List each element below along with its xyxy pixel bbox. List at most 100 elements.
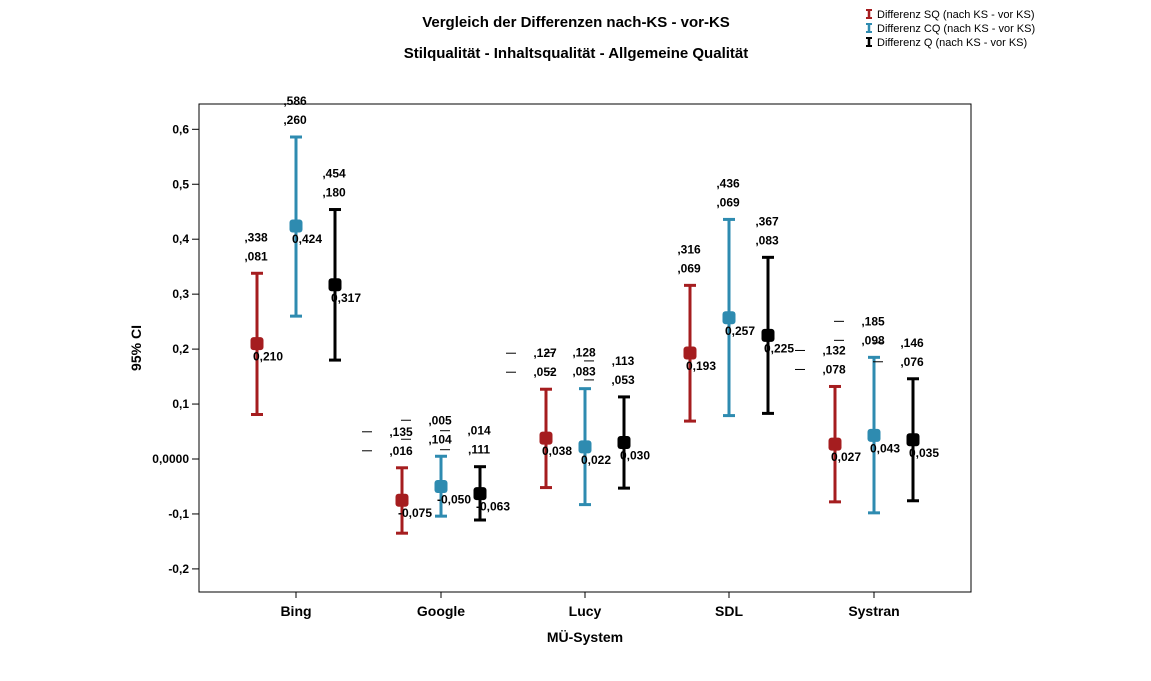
mean-label: 0,022: [581, 453, 611, 467]
ci-upper-label: ,132: [822, 343, 846, 357]
ci-lower-label: ,081: [244, 249, 268, 263]
chart-title: Vergleich der Differenzen nach-KS - vor-…: [422, 14, 730, 31]
mean-marker: [539, 431, 553, 445]
mean-marker: [828, 437, 842, 451]
y-tick-label: 0,2: [172, 342, 189, 356]
mean-label: 0,424: [292, 232, 322, 246]
mean-label: 0,257: [725, 324, 755, 338]
x-tick-label: Google: [417, 603, 465, 619]
error-bar: 0,225 ,367 ,083: [755, 214, 794, 415]
mean-marker: [617, 436, 631, 450]
x-tick-label: Systran: [848, 603, 899, 619]
error-bar: 0,035 ,146 ,076: [873, 336, 939, 503]
error-bar: 0,193 ,316 ,069: [677, 242, 716, 423]
ci-lower-label: ,111: [468, 443, 490, 457]
mean-label: 0,225: [764, 341, 794, 355]
ci-upper-label: ,185: [861, 314, 885, 328]
mean-label: 0,317: [331, 291, 361, 305]
error-bar: 0,030 ,113 ,053: [584, 354, 650, 490]
ci-upper-label: ,586: [283, 94, 307, 108]
y-tick-label: 0,6: [172, 122, 189, 136]
mean-marker: [434, 479, 448, 493]
ci-lower-label: ,078: [822, 362, 846, 376]
ci-lower-label: ,069: [677, 261, 701, 275]
ci-upper-label: ,128: [572, 346, 596, 360]
chart-subtitle: Stilqualität - Inhaltsqualität - Allgeme…: [404, 45, 748, 62]
ci-lower-label: ,083: [572, 365, 596, 379]
y-axis: 0,6 0,5 0,4 0,3 0,2 0,1 0,0000 -0,1 -0,2: [152, 122, 199, 576]
mean-label: -0,075: [398, 506, 432, 520]
mean-marker: [722, 311, 736, 325]
error-bar: 0,257 ,436 ,069: [716, 176, 755, 418]
error-bar: 0,317 ,454 ,180: [322, 167, 361, 362]
y-tick-label: 0,0000: [152, 452, 189, 466]
mean-marker: [395, 493, 409, 507]
y-tick-label: 0,1: [172, 397, 189, 411]
mean-label: 0,038: [542, 444, 572, 458]
mean-label: 0,027: [831, 450, 861, 464]
mean-marker: [867, 428, 881, 442]
y-tick-label: 0,3: [172, 287, 189, 301]
ci-upper-label: ,127: [533, 346, 557, 360]
mean-label: -0,050: [437, 492, 471, 506]
mean-marker: [328, 278, 342, 292]
legend-label: Differenz CQ (nach KS - vor KS): [877, 23, 1035, 35]
mean-label: 0,043: [870, 441, 900, 455]
error-bar: -0,063 ,014 ,111: [440, 424, 510, 522]
ci-upper-label: ,014: [467, 424, 491, 438]
ci-lower-label: ,069: [716, 195, 740, 209]
mean-label: 0,030: [620, 449, 650, 463]
error-bar: 0,027 ,132 ,078: [795, 343, 861, 504]
ci-lower-label: ,180: [322, 186, 346, 200]
mean-label: 0,035: [909, 446, 939, 460]
ci-lower-label: ,052: [533, 365, 557, 379]
ci-upper-label: ,005: [428, 413, 452, 427]
y-tick-label: -0,2: [168, 562, 189, 576]
mean-marker: [250, 337, 264, 351]
ci-upper-label: ,436: [716, 176, 740, 190]
ci-upper-label: ,146: [900, 336, 924, 350]
mean-marker: [683, 346, 697, 360]
mean-label: -0,063: [476, 500, 510, 514]
x-axis-label: MÜ-System: [547, 629, 623, 645]
ci-upper-label: ,135: [389, 425, 413, 439]
error-bar: 0,210 ,338 ,081: [244, 230, 283, 416]
ci-lower-label: ,098: [861, 333, 885, 347]
legend: Differenz SQ (nach KS - vor KS) Differenz…: [866, 9, 1035, 49]
legend-item: Differenz CQ (nach KS - vor KS): [866, 23, 1035, 35]
ci-lower-label: ,104: [428, 432, 452, 446]
ci-lower-label: ,260: [283, 113, 307, 127]
ci-lower-label: ,053: [611, 373, 635, 387]
error-bar: -0,075 ,135 ,016: [362, 425, 432, 535]
legend-label: Differenz Q (nach KS - vor KS): [877, 37, 1027, 49]
data-marks: 0,210 ,338 ,081 -0,075 ,135 ,016 0,038 ,127 ,052…: [244, 94, 939, 535]
error-bar: 0,038 ,127 ,052: [506, 346, 572, 490]
ci-upper-label: ,454: [322, 167, 346, 181]
x-tick-label: Lucy: [569, 603, 602, 619]
plot-area: [198, 103, 972, 593]
mean-marker: [906, 433, 920, 447]
x-tick-label: SDL: [715, 603, 743, 619]
error-bar: 0,424 ,586 ,260: [283, 94, 322, 318]
mean-marker: [578, 440, 592, 454]
error-bar: -0,050 ,005 ,104: [401, 413, 471, 518]
legend-item: Differenz SQ (nach KS - vor KS): [866, 9, 1035, 21]
ci-lower-label: ,016: [389, 444, 413, 458]
mean-marker: [289, 219, 303, 233]
y-tick-label: 0,5: [172, 177, 189, 191]
ci-upper-label: ,316: [677, 242, 701, 256]
mean-label: 0,210: [253, 350, 283, 364]
error-bar: 0,043 ,185 ,098: [834, 314, 900, 515]
y-axis-label: 95% CI: [128, 325, 144, 371]
ci-upper-label: ,367: [755, 214, 779, 228]
mean-marker: [473, 487, 487, 501]
y-tick-label: 0,4: [172, 232, 189, 246]
error-bar: 0,022 ,128 ,083: [545, 346, 611, 507]
ci-lower-label: ,076: [900, 355, 924, 369]
mean-marker: [761, 328, 775, 342]
x-axis: Bing Google Lucy SDL Systran: [280, 592, 900, 619]
ci-lower-label: ,083: [755, 233, 779, 247]
y-tick-label: -0,1: [168, 507, 189, 521]
mean-label: 0,193: [686, 359, 716, 373]
